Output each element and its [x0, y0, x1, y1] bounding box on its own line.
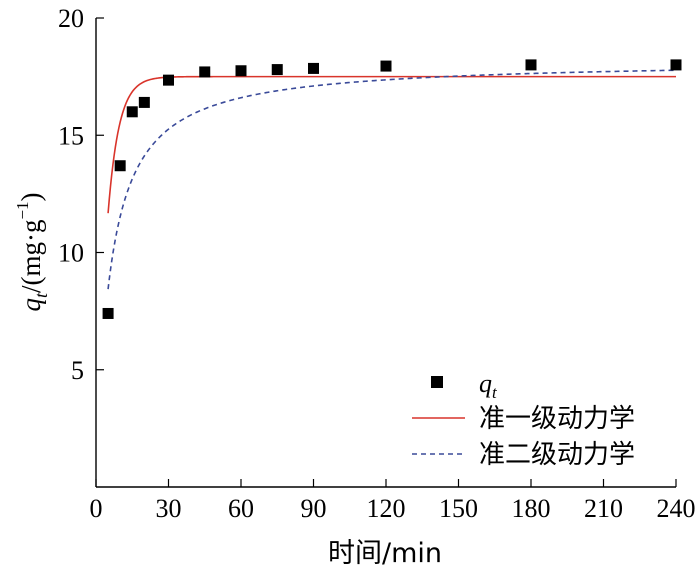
y-tick-label: 15: [58, 121, 84, 150]
x-tick-label: 90: [301, 494, 327, 523]
y-axis-label: qt/(mg·g−1): [13, 192, 51, 311]
y-tick-label: 5: [71, 356, 84, 385]
x-axis-label: 时间/min: [328, 538, 442, 569]
data-point: [126, 106, 138, 118]
pfo-curve: [107, 75, 676, 214]
tick-labels: 0 30 60 90 120 150 180 210 240 5 10 15 20: [58, 4, 696, 523]
x-tick-label: 210: [584, 494, 623, 523]
axes: [95, 17, 677, 488]
data-point: [380, 60, 392, 72]
fit-curves: [107, 69, 677, 290]
x-tick-label: 150: [439, 494, 478, 523]
y-tick-label: 10: [58, 239, 84, 268]
legend-marker-qt: [431, 376, 443, 388]
data-points: [102, 59, 682, 319]
legend: qt 准一级动力学 准二级动力学: [412, 369, 635, 470]
x-tick-label: 30: [156, 494, 182, 523]
data-point: [199, 66, 211, 78]
data-point: [102, 307, 114, 319]
data-point: [235, 65, 247, 77]
pso-curve: [107, 69, 677, 290]
x-tick-label: 120: [367, 494, 406, 523]
data-point: [308, 62, 319, 74]
data-point: [670, 59, 682, 71]
data-point: [525, 59, 537, 71]
data-point: [138, 96, 150, 108]
x-tick-label: 0: [90, 494, 103, 523]
legend-label-pso: 准二级动力学: [479, 440, 635, 470]
x-tick-label: 240: [657, 494, 696, 523]
data-point: [163, 74, 174, 86]
legend-label-pfo: 准一级动力学: [479, 404, 635, 434]
data-point: [271, 64, 283, 76]
x-tick-label: 180: [512, 494, 551, 523]
y-tick-label: 20: [58, 4, 84, 33]
data-point: [114, 160, 126, 172]
x-tick-label: 60: [228, 494, 254, 523]
legend-label-qt: qt: [479, 369, 498, 402]
